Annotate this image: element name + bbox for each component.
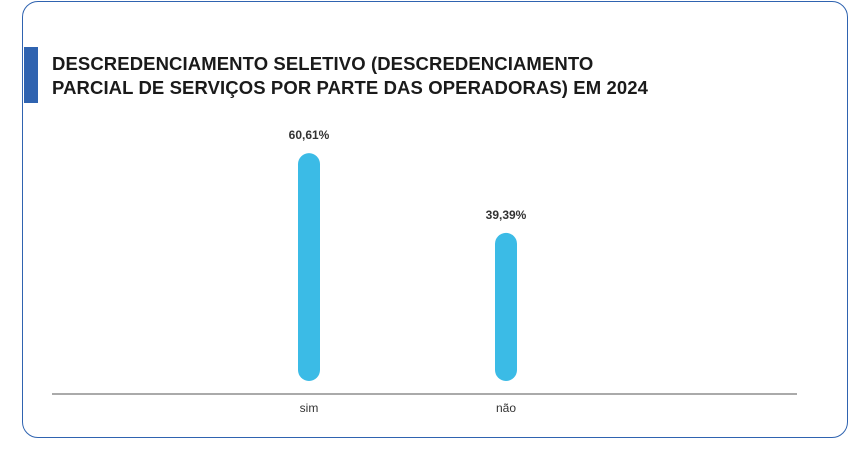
chart-title-line-1: DESCREDENCIAMENTO SELETIVO (DESCREDENCIA… xyxy=(52,53,594,74)
bar-value-label: 39,39% xyxy=(486,208,527,222)
bar-value-label: 60,61% xyxy=(289,128,330,142)
chart-card xyxy=(22,1,848,438)
title-accent-bar xyxy=(24,47,38,103)
bar-não xyxy=(495,232,517,381)
bars-group: 60,61% sim 39,39% não xyxy=(289,128,527,415)
category-label: sim xyxy=(300,401,319,415)
chart-title: DESCREDENCIAMENTO SELETIVO (DESCREDENCIA… xyxy=(52,52,752,100)
chart-title-line-2: PARCIAL DE SERVIÇOS POR PARTE DAS OPERAD… xyxy=(52,77,649,98)
bar-sim xyxy=(298,153,320,381)
category-label: não xyxy=(496,401,516,415)
